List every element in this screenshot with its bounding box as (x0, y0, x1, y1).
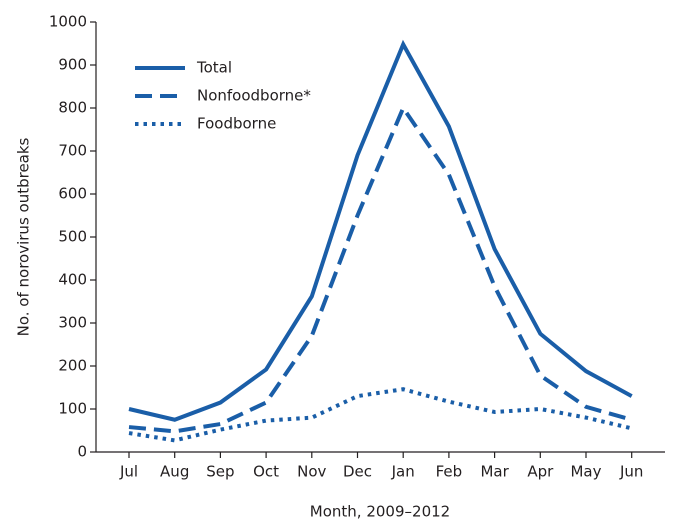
y-tick-label: 200 (58, 357, 87, 375)
x-tick-label: Dec (343, 463, 372, 481)
x-tick-label: Sep (206, 463, 234, 481)
legend-label: Foodborne (197, 115, 276, 133)
series-line (128, 103, 633, 434)
series-line (128, 387, 633, 443)
y-tick-label: 700 (58, 142, 87, 160)
x-tick-label: Jul (119, 463, 138, 481)
legend-label: Nonfoodborne* (197, 87, 311, 105)
y-tick-label: 600 (58, 185, 87, 203)
y-tick-label: 800 (58, 99, 87, 117)
y-tick-label: 500 (58, 228, 87, 246)
y-tick-label: 100 (58, 400, 87, 418)
y-tick-label: 0 (77, 443, 87, 461)
x-tick-label: Jun (619, 463, 643, 481)
y-tick-label: 300 (58, 314, 87, 332)
y-tick-label: 900 (58, 56, 87, 74)
y-tick-label: 1000 (49, 13, 87, 31)
x-tick-label: Jan (391, 463, 415, 481)
legend-label: Total (196, 59, 232, 77)
x-tick-label: Aug (160, 463, 189, 481)
x-tick-label: Apr (527, 463, 554, 481)
y-axis-label: No. of norovirus outbreaks (15, 137, 33, 336)
x-tick-label: Nov (297, 463, 326, 481)
x-tick-label: May (570, 463, 601, 481)
x-tick-label: Oct (253, 463, 279, 481)
x-tick-label: Feb (436, 463, 463, 481)
x-tick-label: Mar (480, 463, 509, 481)
series-line (128, 39, 633, 422)
y-tick-label: 400 (58, 271, 87, 289)
x-axis-label: Month, 2009–2012 (310, 503, 450, 521)
